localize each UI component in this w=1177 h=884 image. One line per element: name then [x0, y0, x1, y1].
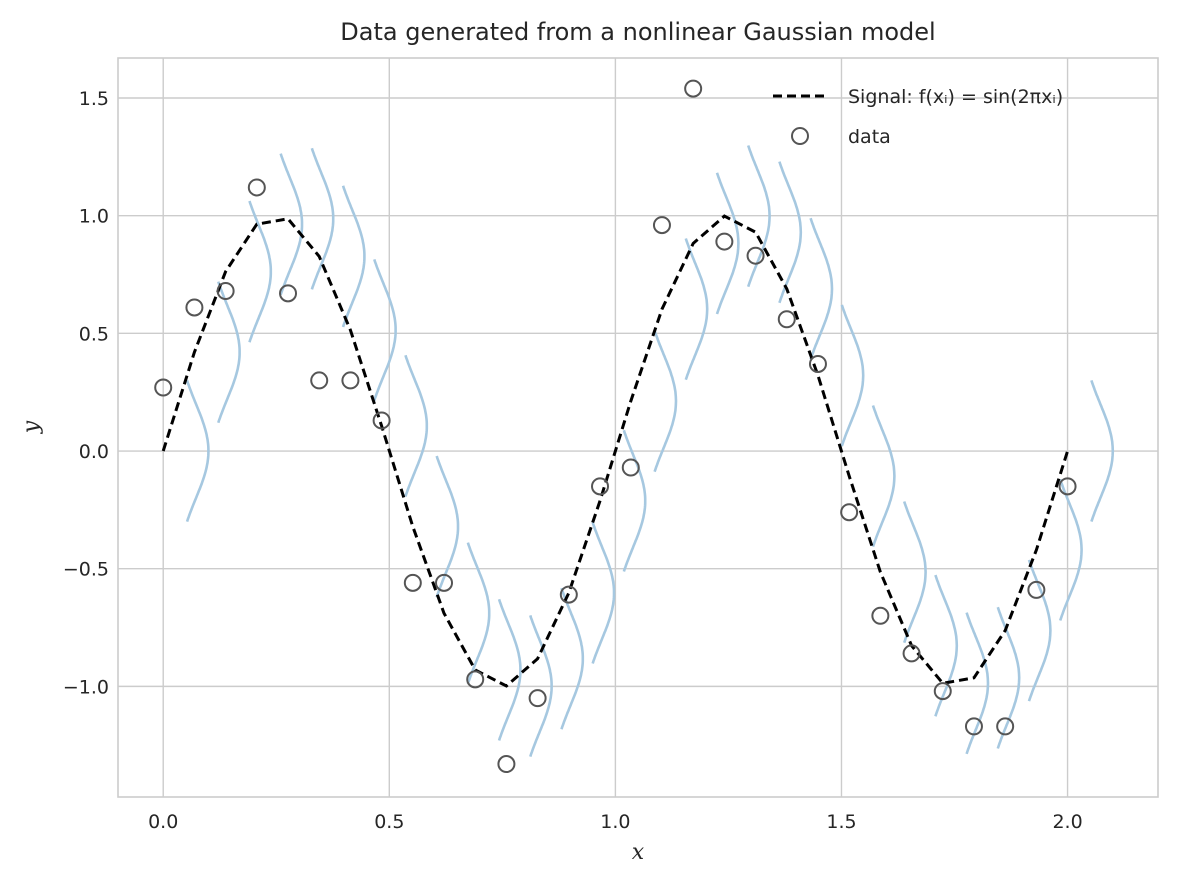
noise-density-curve [902, 501, 927, 644]
noise-density-curve [1090, 379, 1115, 523]
plot-frame [117, 57, 1159, 798]
data-point [808, 354, 827, 373]
chart-title: Data generated from a nonlinear Gaussian… [340, 18, 935, 46]
noise-density-curve [310, 147, 335, 290]
y-tick-label: 0.0 [79, 441, 109, 463]
noise-density-curve [404, 354, 429, 497]
noise-density-curve [591, 521, 616, 664]
data-point [497, 755, 516, 774]
signal-series [161, 214, 1070, 688]
legend-data-label: data [848, 126, 891, 148]
data-point [933, 682, 952, 701]
data-point [715, 232, 734, 251]
noise-density-curve [653, 330, 678, 473]
data-point [1058, 477, 1077, 496]
legend: Signal: f(xᵢ) = sin(2πxᵢ) data [773, 86, 1063, 148]
noise-density-curve [840, 304, 865, 447]
grid [118, 58, 1158, 797]
noise-density-curve [809, 217, 834, 360]
data-point [435, 573, 454, 592]
noise-density-curve [497, 598, 522, 741]
data-point [154, 378, 173, 397]
x-tick-label: 1.0 [600, 811, 630, 833]
data-point [279, 284, 298, 303]
noise-density-curve [529, 615, 553, 757]
noise-density-curve [466, 542, 491, 685]
data-point [341, 371, 360, 390]
data-point [247, 178, 266, 197]
y-tick-label: −1.0 [63, 676, 109, 698]
noise-density-curve [279, 153, 304, 296]
data-point [559, 585, 578, 604]
noise-density-curve [560, 587, 585, 730]
data-point [746, 246, 765, 265]
noise-density-curve [778, 161, 803, 304]
noise-density-curve [341, 185, 366, 328]
noise-density-curve [684, 238, 709, 381]
noise-density-curve [217, 281, 241, 424]
noise-density-curve [965, 612, 990, 755]
y-tick-label: −0.5 [63, 559, 109, 581]
noise-density-curve [373, 259, 397, 401]
noise-density-curve [715, 172, 740, 315]
data-point [466, 670, 485, 689]
y-tick-label: 0.5 [79, 323, 109, 345]
y-tick-label: 1.5 [79, 88, 109, 110]
data-point [652, 216, 671, 235]
noise-density-curve [871, 405, 896, 548]
data-point [1027, 580, 1046, 599]
data-point [621, 458, 640, 477]
noise-density-curve [1027, 559, 1052, 702]
data-point [310, 371, 329, 390]
x-tick-label: 1.5 [826, 811, 856, 833]
y-axis-label: y [19, 420, 44, 434]
data-point [902, 644, 921, 663]
data-point [996, 717, 1015, 736]
data-point [528, 689, 547, 708]
x-tick-label: 2.0 [1052, 811, 1082, 833]
y-tick-labels: −1.0 −0.5 0.0 0.5 1.0 1.5 [63, 88, 109, 698]
noise-density-curve [622, 429, 647, 572]
data-point [777, 310, 796, 329]
x-axis-label: x [632, 840, 645, 865]
noise-density-curve [996, 606, 1021, 749]
data-point [964, 717, 983, 736]
noise-density-curve [185, 380, 210, 522]
noise-density-curve [435, 455, 460, 598]
noise-density-curves [185, 145, 1115, 757]
data-point [591, 477, 610, 496]
noise-density-curve [248, 200, 273, 343]
noise-density-curve [1058, 478, 1083, 621]
data-point [403, 573, 422, 592]
y-tick-label: 1.0 [79, 206, 109, 228]
data-point [185, 298, 204, 317]
data-point [871, 606, 890, 625]
x-tick-labels: 0.0 0.5 1.0 1.5 2.0 [148, 811, 1083, 833]
data-points [154, 79, 1077, 774]
data-point [216, 281, 235, 300]
signal-line [161, 214, 1070, 688]
data-point [840, 503, 859, 522]
noise-density-curve [934, 574, 959, 717]
legend-data-swatch [791, 127, 809, 145]
x-tick-label: 0.0 [148, 811, 178, 833]
data-point [684, 79, 703, 98]
data-point [372, 411, 391, 430]
legend-signal-label: Signal: f(xᵢ) = sin(2πxᵢ) [848, 86, 1063, 108]
x-tick-label: 0.5 [374, 811, 404, 833]
